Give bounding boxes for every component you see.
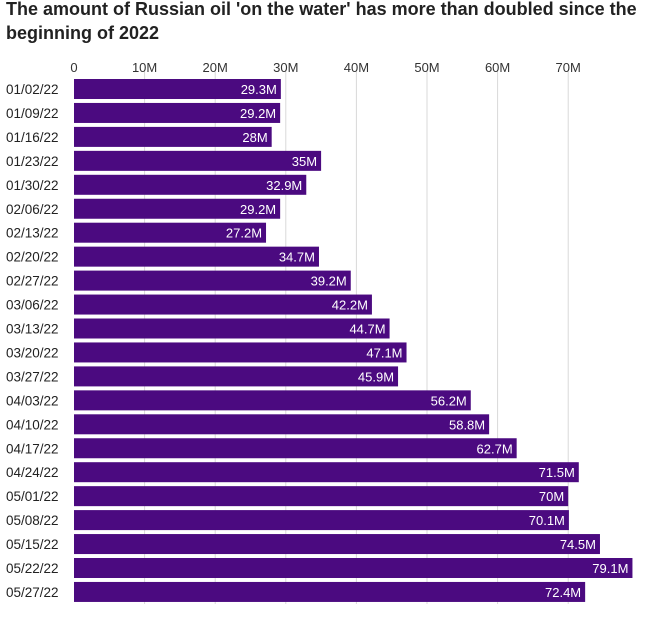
value-label: 79.1M [592,561,628,576]
category-label: 02/20/22 [6,250,59,265]
bars [74,79,633,602]
bar [74,294,372,315]
value-label: 35M [292,154,317,169]
value-label: 44.7M [349,322,385,337]
bar [74,342,407,363]
bar [74,438,517,459]
value-label: 29.2M [240,106,276,121]
category-label: 03/13/22 [6,322,59,337]
x-tick-label: 40M [344,60,369,75]
bar [74,126,272,147]
category-labels: 01/02/22 01/09/22 01/16/22 01/23/22 01/30/22… [6,82,59,600]
x-tick-label: 50M [414,60,439,75]
value-label: 71.5M [539,465,575,480]
category-label: 03/20/22 [6,345,59,360]
value-label: 29.2M [240,202,276,217]
category-label: 04/03/22 [6,393,59,408]
value-label: 70M [539,489,564,504]
x-tick-label: 60M [485,60,510,75]
category-label: 03/06/22 [6,298,59,313]
category-label: 02/13/22 [6,226,59,241]
value-label: 70.1M [529,513,565,528]
bar [74,486,569,507]
bar [74,150,322,171]
bar [74,318,390,339]
value-label: 62.7M [477,441,513,456]
bar [74,510,569,531]
value-labels: 29.3M 29.2M 28M 35M 32.9M 29.2M 27.2M 34.7M 39.2… [226,82,629,600]
category-label: 05/08/22 [6,513,59,528]
bar [74,270,351,291]
value-label: 47.1M [366,345,402,360]
bar [74,198,281,219]
category-label: 01/02/22 [6,82,59,97]
value-label: 72.4M [545,585,581,600]
x-tick-label: 30M [273,60,298,75]
value-label: 45.9M [358,369,394,384]
value-label: 27.2M [226,226,262,241]
x-tick-label: 20M [203,60,228,75]
chart-title: The amount of Russian oil 'on the water'… [6,0,637,43]
value-label: 58.8M [449,417,485,432]
x-axis-ticks: 0 10M 20M 30M 40M 50M 60M 70M [70,60,580,75]
x-tick-label: 10M [132,60,157,75]
value-label: 74.5M [560,537,596,552]
category-label: 01/23/22 [6,154,59,169]
category-label: 04/10/22 [6,417,59,432]
bar [74,102,281,123]
category-label: 01/30/22 [6,178,59,193]
bar [74,414,490,435]
category-label: 01/16/22 [6,130,59,145]
bar [74,222,267,243]
bar [74,246,319,267]
category-label: 01/09/22 [6,106,59,121]
value-label: 34.7M [279,250,315,265]
value-label: 29.3M [241,82,277,97]
x-tick-label: 70M [556,60,581,75]
category-label: 03/27/22 [6,369,59,384]
value-label: 32.9M [266,178,302,193]
bar [74,462,579,483]
bar [74,366,399,387]
bar [74,390,471,411]
bar [74,79,281,99]
category-label: 05/22/22 [6,561,59,576]
category-label: 02/27/22 [6,274,59,289]
value-label: 42.2M [332,298,368,313]
bar [74,534,600,555]
value-label: 39.2M [311,274,347,289]
bar [74,174,307,195]
x-tick-label: 0 [70,60,77,75]
category-label: 05/01/22 [6,489,59,504]
value-label: 28M [242,130,267,145]
value-label: 56.2M [431,393,467,408]
bar [74,558,633,578]
category-label: 04/17/22 [6,441,59,456]
category-label: 04/24/22 [6,465,59,480]
bar [74,581,586,602]
category-label: 02/06/22 [6,202,59,217]
category-label: 05/27/22 [6,585,59,600]
category-label: 05/15/22 [6,537,59,552]
